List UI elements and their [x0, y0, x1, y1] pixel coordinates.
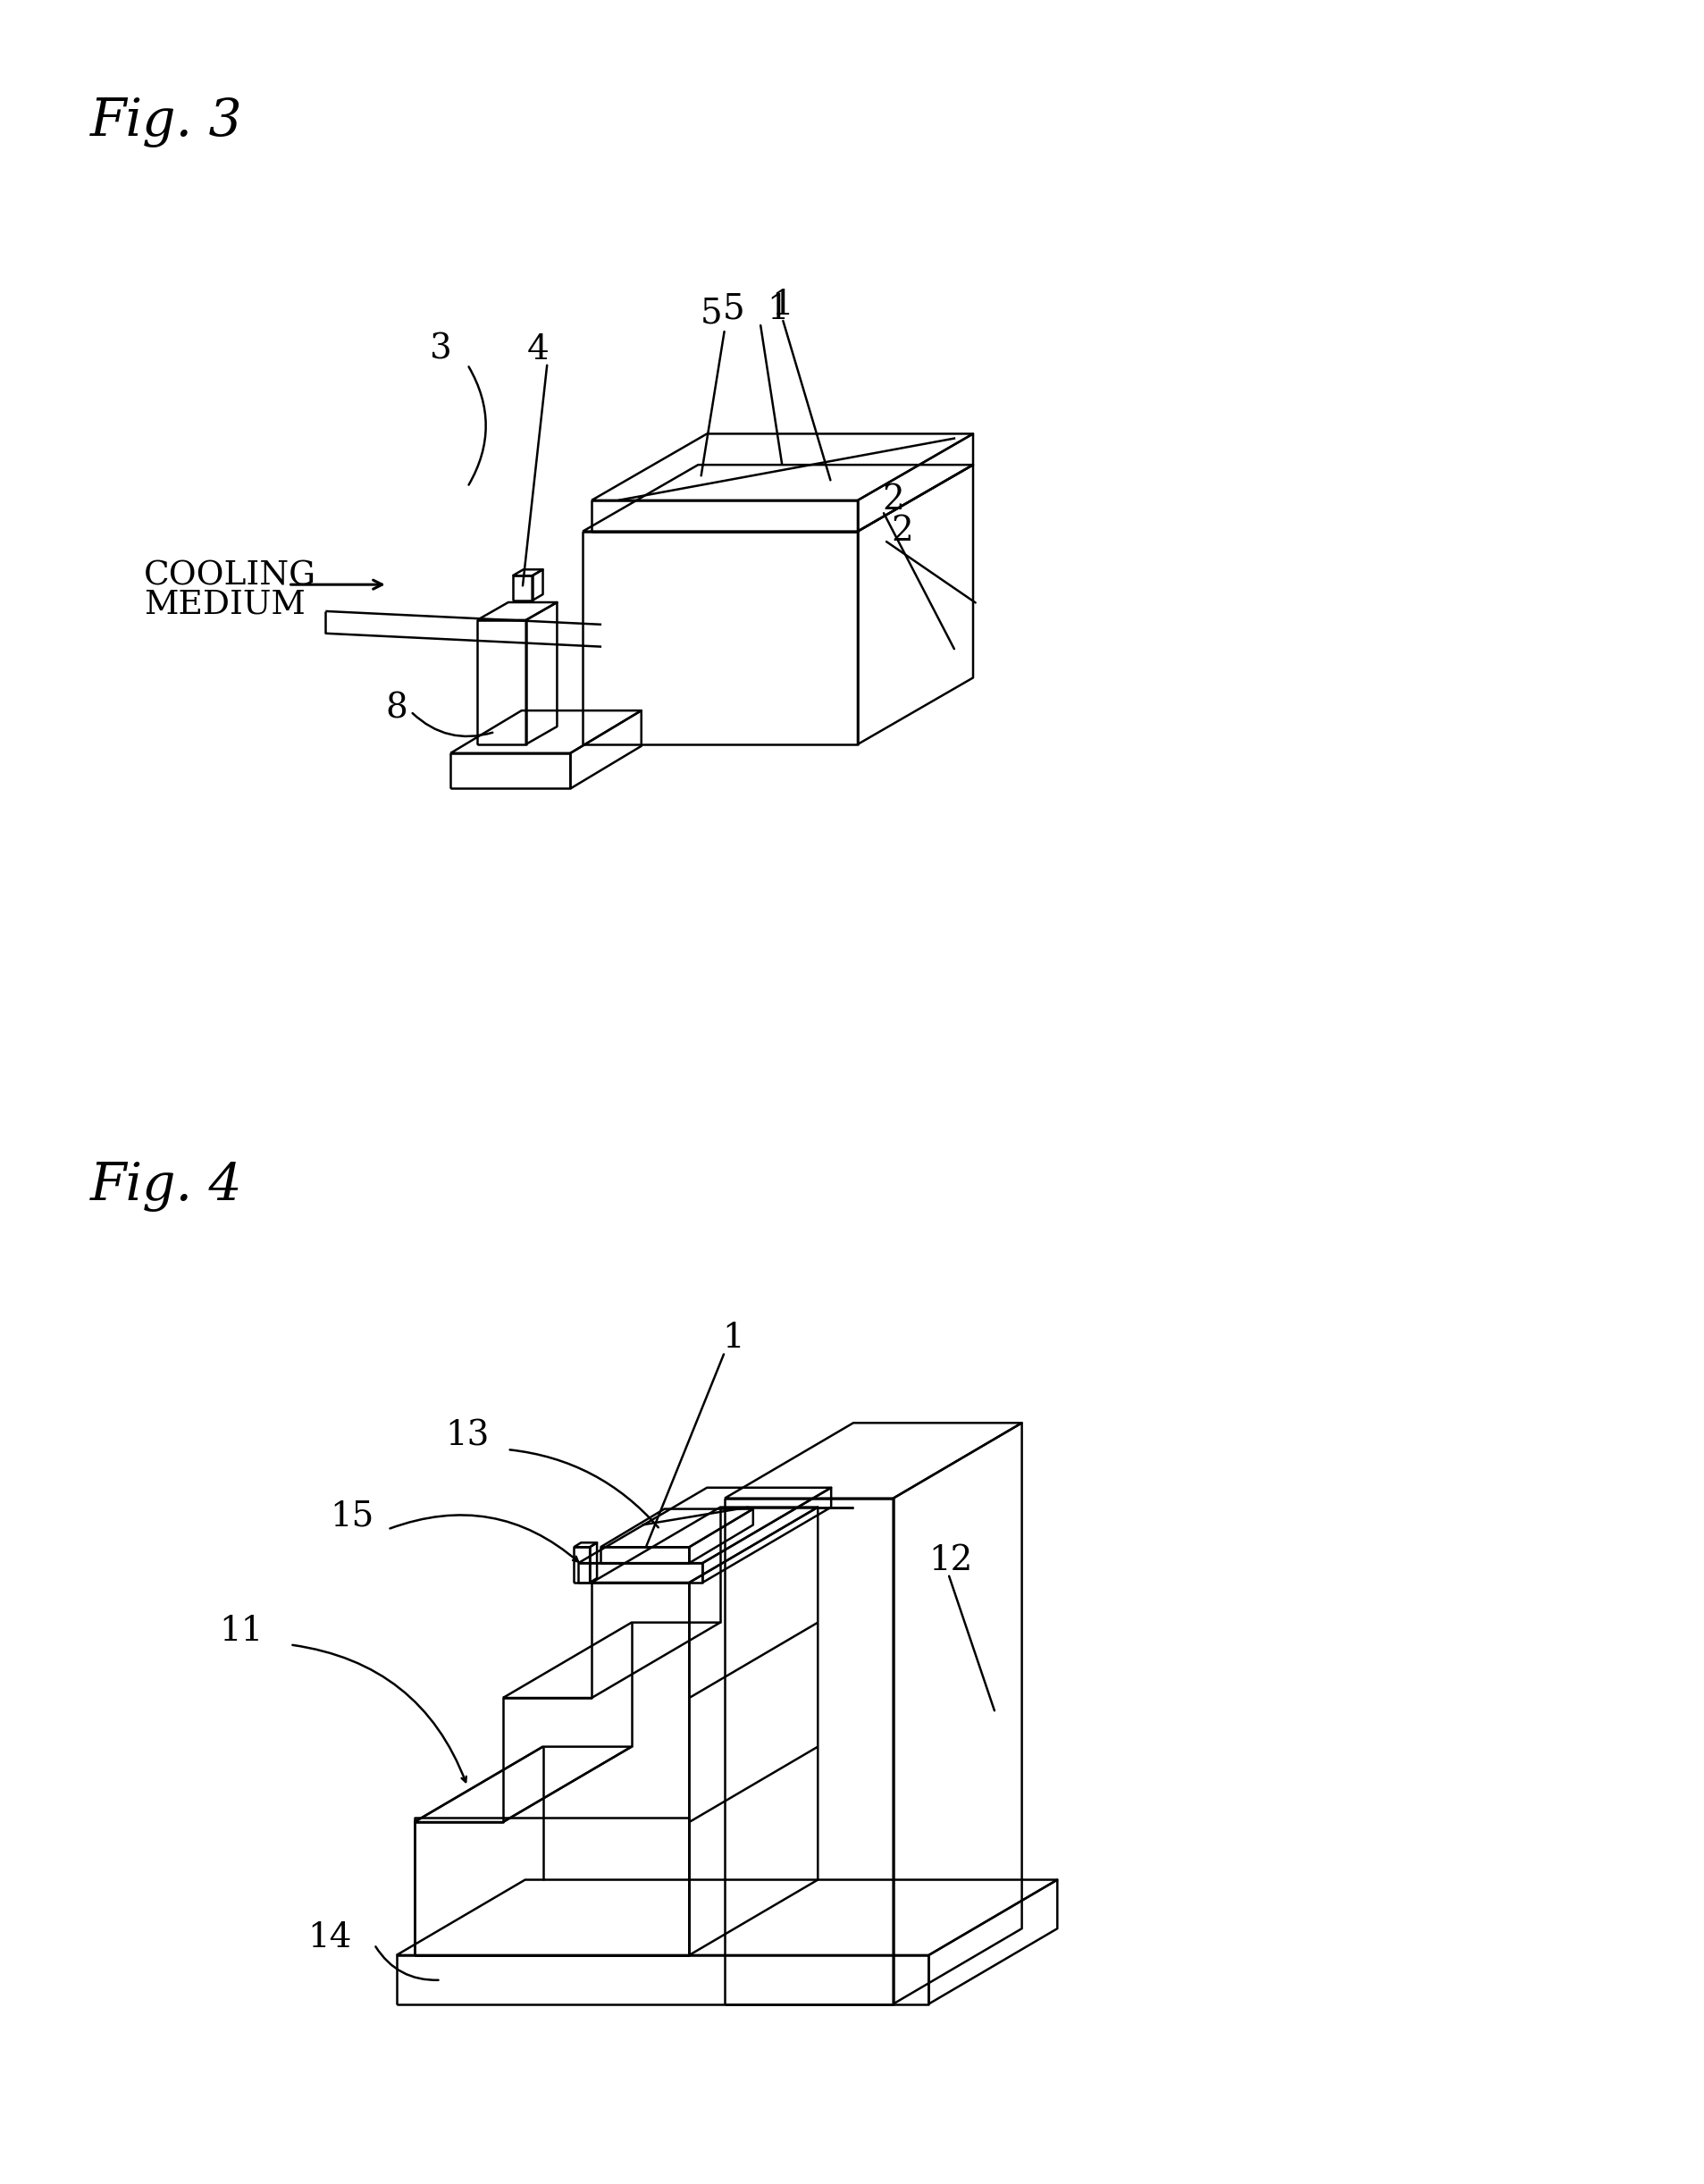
Text: 4: 4 [527, 332, 550, 367]
Text: 3: 3 [429, 332, 452, 367]
Text: 15: 15 [331, 1500, 375, 1533]
Text: 8: 8 [385, 692, 407, 725]
Text: COOLING: COOLING [143, 559, 317, 592]
Text: 11: 11 [220, 1614, 264, 1649]
Text: 2: 2 [891, 515, 913, 548]
Text: 14: 14 [308, 1922, 353, 1955]
Text: 1: 1 [722, 1321, 745, 1354]
Text: 1: 1 [767, 293, 789, 325]
Text: 12: 12 [929, 1544, 973, 1577]
Text: Fig. 4: Fig. 4 [90, 1162, 244, 1212]
Text: 13: 13 [445, 1420, 489, 1452]
Text: 5: 5 [700, 297, 722, 330]
Text: 2: 2 [883, 485, 905, 518]
Text: 5: 5 [722, 293, 745, 325]
Text: Fig. 3: Fig. 3 [90, 96, 244, 146]
Text: MEDIUM: MEDIUM [143, 587, 305, 620]
Text: 1: 1 [772, 288, 794, 321]
